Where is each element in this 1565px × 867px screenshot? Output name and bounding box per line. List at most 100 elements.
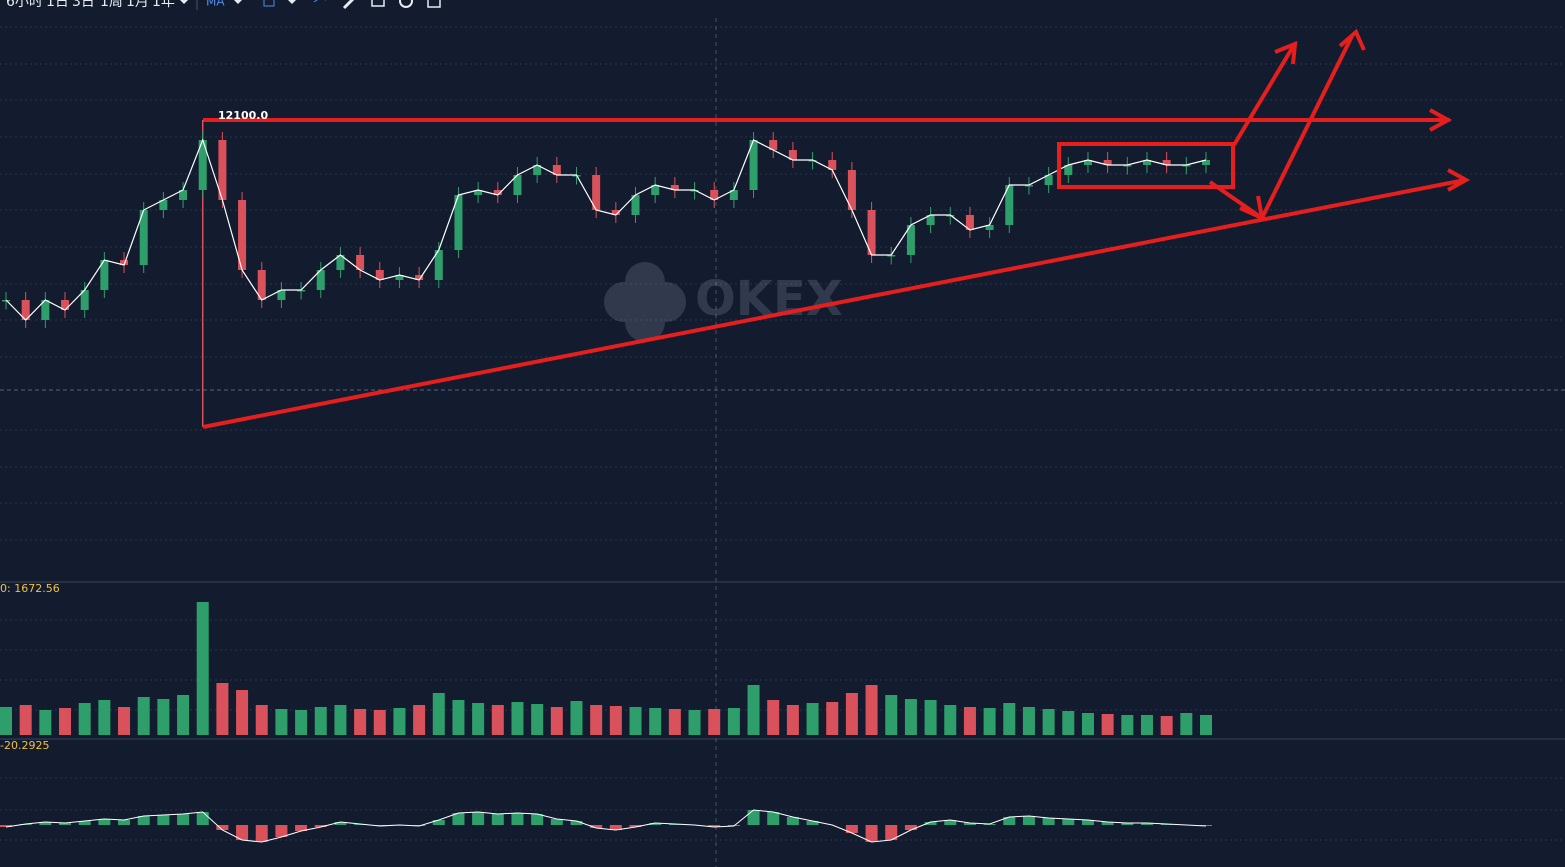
- volume-bar: [157, 699, 170, 735]
- candle: [41, 300, 50, 320]
- macd-bar: [1062, 819, 1075, 825]
- candle: [454, 195, 463, 250]
- volume-bar: [491, 705, 504, 735]
- candle: [277, 290, 286, 300]
- volume-bar: [1081, 713, 1094, 735]
- candle: [749, 140, 758, 190]
- volume-bar: [1022, 707, 1035, 735]
- volume-bar: [1121, 715, 1134, 735]
- macd-bar: [649, 823, 662, 825]
- candle: [1044, 175, 1053, 185]
- volume-bar: [1200, 715, 1212, 735]
- volume-bar: [39, 710, 52, 735]
- macd-bar: [275, 825, 288, 837]
- macd-bar: [1140, 823, 1153, 825]
- volume-bar: [0, 707, 12, 735]
- macd-bar: [1081, 820, 1094, 825]
- settings-icon[interactable]: [399, 0, 413, 8]
- macd-label: -20.2925: [0, 739, 49, 752]
- macd-bar: [609, 825, 622, 830]
- volume-bar: [98, 700, 111, 735]
- interval[interactable]: 3日: [72, 0, 95, 10]
- candle: [356, 255, 365, 270]
- volume-bar: [688, 710, 701, 735]
- arrow-head: [1338, 28, 1366, 51]
- indicator[interactable]: MA: [206, 0, 225, 9]
- candle: [552, 165, 561, 175]
- candle: [257, 270, 266, 300]
- candle: [159, 200, 168, 210]
- macd-bar: [1022, 816, 1035, 825]
- fullscreen-icon[interactable]: [427, 0, 441, 8]
- volume-bar: [1003, 703, 1016, 735]
- macd-bar: [747, 810, 760, 825]
- macd-bar: [570, 821, 583, 825]
- macd-bar: [1042, 818, 1055, 825]
- volume-bar: [747, 685, 760, 735]
- volume-bar: [413, 705, 426, 735]
- dropdown-icon[interactable]: [180, 0, 188, 4]
- macd-bar: [432, 820, 445, 825]
- macd-bar: [452, 813, 465, 825]
- macd-bar: [98, 819, 111, 825]
- draw-icon[interactable]: [313, 0, 326, 3]
- trend-line: [202, 178, 1466, 429]
- interval[interactable]: 1日: [46, 0, 69, 10]
- candle: [906, 225, 915, 255]
- macd-bar: [767, 812, 780, 825]
- volume-bar: [1180, 713, 1193, 735]
- macd-bar: [177, 814, 190, 825]
- volume-bar: [393, 708, 406, 735]
- macd-bar: [550, 819, 563, 825]
- candle: [218, 140, 227, 200]
- volume-bar: [137, 697, 150, 735]
- volume-bar: [196, 602, 209, 735]
- logo-dot: [625, 302, 665, 342]
- candle: [926, 215, 935, 225]
- scenario-path: [1232, 43, 1296, 147]
- interval[interactable]: 6小时: [6, 0, 43, 10]
- macd-bar: [1101, 822, 1114, 825]
- macd-bar: [1121, 823, 1134, 825]
- macd-bar: [531, 814, 544, 825]
- candle: [179, 190, 188, 200]
- macd-bar: [845, 825, 858, 833]
- volume-bar: [216, 683, 229, 735]
- volume-bar: [295, 710, 308, 735]
- candle: [985, 225, 994, 230]
- volume-bar: [275, 709, 288, 735]
- volume-bar: [845, 693, 858, 735]
- volume-bar: [432, 693, 445, 735]
- dropdown-icon[interactable]: [234, 0, 242, 4]
- candle: [474, 190, 483, 195]
- candle: [965, 215, 974, 230]
- dropdown-icon[interactable]: [288, 0, 296, 4]
- macd-bar: [944, 820, 957, 825]
- annotations: [202, 28, 1471, 429]
- macd-bar: [314, 825, 327, 827]
- volume-bar: [708, 709, 721, 735]
- macd-bar: [491, 814, 504, 825]
- candle: [670, 185, 679, 190]
- candle: [533, 165, 542, 175]
- macd-bar: [59, 823, 72, 825]
- chart-type-icon[interactable]: [263, 0, 275, 7]
- volume-bar: [590, 705, 603, 735]
- watermark: OKEX: [604, 262, 843, 342]
- volume-bar: [826, 702, 839, 735]
- candle: [139, 210, 148, 265]
- consolidation-box: [1057, 142, 1235, 189]
- volume-bar: [570, 701, 583, 735]
- volume-bar: [649, 708, 662, 735]
- interval[interactable]: 1月: [126, 0, 149, 10]
- camera-icon[interactable]: [371, 0, 385, 7]
- volume-bar: [1140, 715, 1153, 735]
- interval[interactable]: 1周: [100, 0, 123, 10]
- macd-bar: [295, 825, 308, 831]
- interval[interactable]: 1年: [152, 0, 175, 10]
- ruler-icon[interactable]: [342, 0, 355, 10]
- candle: [493, 190, 502, 195]
- volume-bar: [78, 703, 91, 735]
- macd-bar: [629, 825, 642, 827]
- macd-line: [5, 809, 1207, 843]
